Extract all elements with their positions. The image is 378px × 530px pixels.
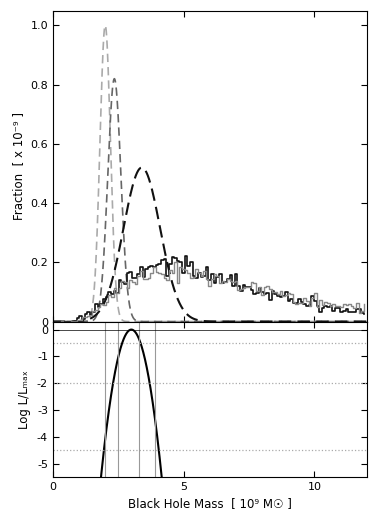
X-axis label: Black Hole Mass  [ 10⁹ M☉ ]: Black Hole Mass [ 10⁹ M☉ ] <box>128 498 292 510</box>
Y-axis label: Fraction  [ x 10⁻⁹ ]: Fraction [ x 10⁻⁹ ] <box>12 112 25 220</box>
Y-axis label: Log L/Lₘₐₓ: Log L/Lₘₐₓ <box>19 370 31 429</box>
